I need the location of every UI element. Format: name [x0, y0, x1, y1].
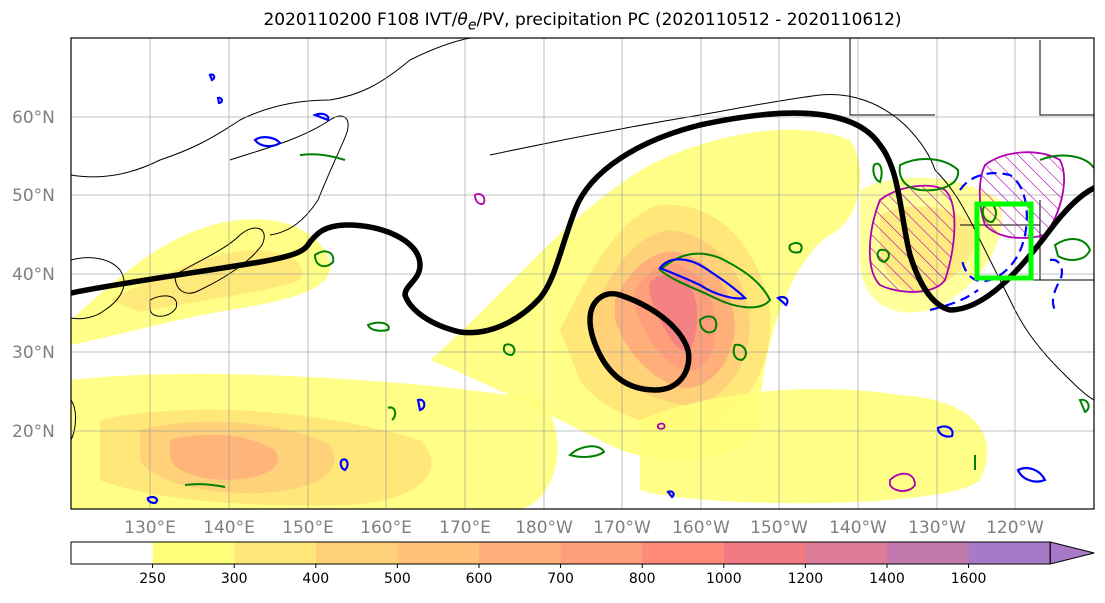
- colorbar-extend-arrow: [1049, 541, 1095, 565]
- lon-label-150e: 150°E: [282, 518, 334, 538]
- colorbar-swatch: [315, 542, 398, 564]
- colorbar-tick-label: 500: [384, 571, 411, 587]
- lon-label-120w: 120°W: [986, 518, 1044, 538]
- colorbar-swatch: [152, 542, 235, 564]
- colorbar-swatch: [479, 542, 562, 564]
- lon-labels: 130°E 140°E 150°E 160°E 170°E 180°W 170°…: [124, 518, 1044, 538]
- colorbar-swatch: [887, 542, 970, 564]
- colorbar-swatch: [71, 542, 154, 564]
- lat-label-40: 40°N: [12, 265, 55, 285]
- lon-label-160w: 160°W: [672, 518, 730, 538]
- gridlines: [71, 38, 1094, 509]
- map-plot-area: [71, 38, 1094, 509]
- colorbar-tick-label: 1200: [788, 571, 824, 587]
- theta-blue-contours: [146, 73, 1064, 505]
- colorbar: 250 300 400 500 600 700 800 1000 1200 1400 1600: [70, 541, 1095, 587]
- target-region-box: [974, 201, 1034, 281]
- lon-label-140e: 140°E: [203, 518, 255, 538]
- title-prefix: 2020110200 F108 IVT/: [263, 10, 458, 30]
- colorbar-tick-label: 1600: [951, 571, 987, 587]
- lon-label-130w: 130°W: [908, 518, 966, 538]
- map-frame: [70, 37, 1095, 510]
- lat-label-60: 60°N: [12, 108, 55, 128]
- colorbar-tick-label: 400: [302, 571, 329, 587]
- lon-label-130e: 130°E: [124, 518, 176, 538]
- colorbar-tick-label: 800: [629, 571, 656, 587]
- pv-black-contour: [71, 110, 1094, 393]
- colorbar-swatch: [560, 542, 643, 564]
- lon-label-170e: 170°E: [439, 518, 491, 538]
- colorbar-swatch: [805, 542, 888, 564]
- colorbar-tick-label: 250: [139, 571, 166, 587]
- lon-label-160e: 160°E: [360, 518, 412, 538]
- pv-green-contours: [184, 153, 1094, 488]
- colorbar-swatch: [234, 542, 317, 564]
- ivt-fill: [71, 129, 1002, 509]
- lat-label-30: 30°N: [12, 343, 55, 363]
- title-theta: θ: [457, 10, 468, 30]
- colorbar-tick-label: 600: [466, 571, 493, 587]
- lat-labels: 20°N 30°N 40°N 50°N 60°N: [12, 108, 55, 442]
- title-theta-sub: e: [467, 17, 477, 34]
- colorbar-swatch: [397, 542, 480, 564]
- colorbar-swatch: [723, 542, 806, 564]
- colorbar-tick-label: 1000: [706, 571, 742, 587]
- lon-label-140w: 140°W: [829, 518, 887, 538]
- lon-label-150w: 150°W: [750, 518, 808, 538]
- lon-label-180w: 180°W: [515, 518, 573, 538]
- colorbar-swatch: [968, 542, 1051, 564]
- colorbar-tick-label: 1400: [869, 571, 905, 587]
- lon-label-170w: 170°W: [593, 518, 651, 538]
- colorbar-swatch: [642, 542, 725, 564]
- title-suffix: /PV, precipitation PC (2020110512 - 2020…: [476, 10, 902, 30]
- colorbar-tick-label: 700: [547, 571, 574, 587]
- lat-label-50: 50°N: [12, 186, 55, 206]
- lat-label-20: 20°N: [12, 422, 55, 442]
- map-title: 2020110200 F108 IVT/θe/PV, precipitation…: [0, 10, 1105, 33]
- colorbar-tick-label: 300: [221, 571, 248, 587]
